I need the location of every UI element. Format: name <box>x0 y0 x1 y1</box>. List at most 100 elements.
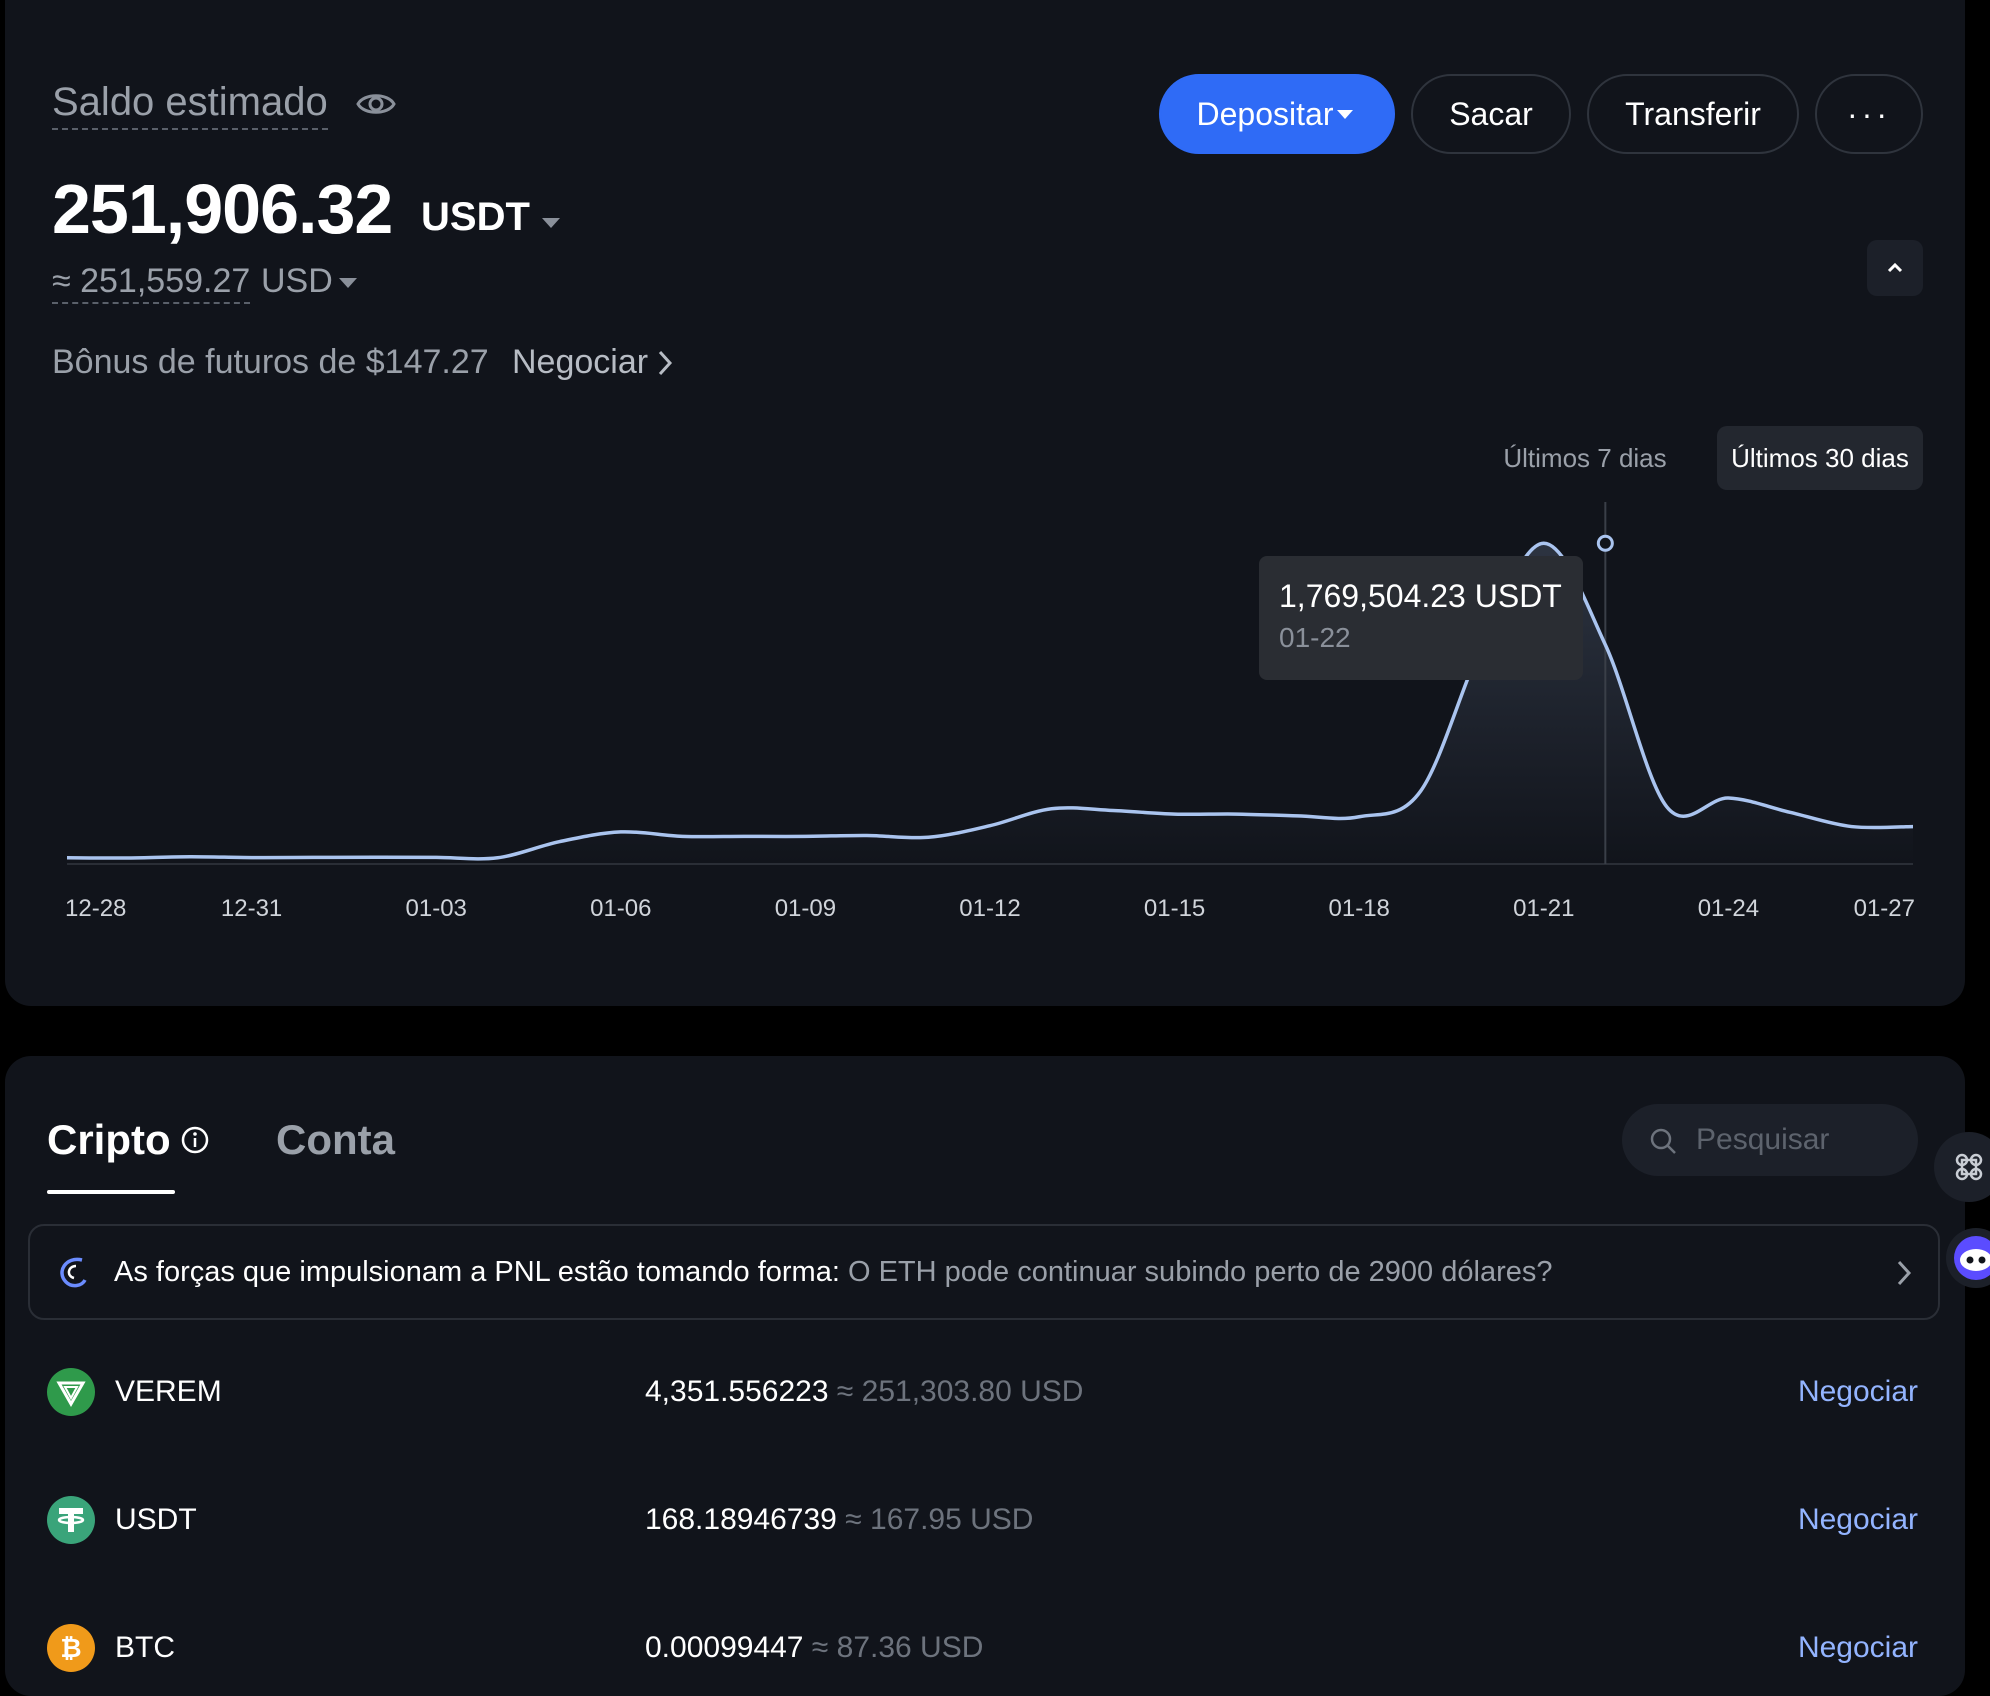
futures-bonus-text: Bônus de futuros de $147.27 <box>52 343 489 381</box>
search-box[interactable]: Pesquisar <box>1622 1104 1918 1176</box>
asset-row[interactable]: ₿ BTC 0.00099447 ≈ 87.36 USD Negociar <box>47 1618 1918 1678</box>
search-icon <box>1650 1128 1676 1154</box>
svg-text:₿: ₿ <box>60 1633 81 1663</box>
asset-name: VEREM <box>115 1375 222 1408</box>
data-point-01-11[interactable] <box>922 831 934 843</box>
news-headline: As forças que impulsionam a PNL estão to… <box>114 1256 840 1288</box>
chevron-down-icon[interactable] <box>339 278 357 288</box>
tether-icon <box>47 1496 95 1544</box>
data-point-01-21[interactable] <box>1538 537 1550 549</box>
range-30-days-tab[interactable]: Últimos 30 dias <box>1717 426 1923 490</box>
data-point-01-07[interactable] <box>676 830 688 842</box>
balance-chart[interactable]: 12-28 12-31 01-03 01-06 01-09 01-12 01-15 01-18… <box>5 500 1965 960</box>
x-tick-label: 01-18 <box>1329 895 1390 922</box>
trade-link[interactable]: Negociar <box>1797 1503 1918 1536</box>
assistant-bot-icon <box>1954 1236 1990 1280</box>
data-point-01-24[interactable] <box>1722 792 1734 804</box>
command-icon <box>1955 1153 1983 1181</box>
news-banner-text: As forças que impulsionam a PNL estão to… <box>114 1252 1553 1292</box>
data-point-12-29[interactable] <box>123 852 135 864</box>
data-point-01-16[interactable] <box>1230 808 1242 820</box>
verem-icon <box>47 1368 95 1416</box>
data-point-01-05[interactable] <box>553 836 565 848</box>
data-point-01-25[interactable] <box>1784 806 1796 818</box>
x-tick-label: 01-09 <box>775 895 836 922</box>
eye-icon[interactable] <box>355 86 397 122</box>
data-point-01-06[interactable] <box>615 826 627 838</box>
balance-line <box>66 541 1914 861</box>
chevron-down-icon[interactable] <box>542 218 560 228</box>
data-point-12-28[interactable] <box>61 852 73 864</box>
bitcoin-icon: ₿ <box>47 1624 95 1672</box>
news-swirl-icon <box>60 1257 87 1288</box>
data-point-01-08[interactable] <box>738 830 750 842</box>
balance-value: 251,906.32 <box>52 170 393 248</box>
search-input[interactable]: Pesquisar <box>1696 1123 1830 1156</box>
data-point-01-19[interactable] <box>1415 785 1427 797</box>
data-point-01-26[interactable] <box>1845 821 1857 833</box>
data-point-01-14[interactable] <box>1107 805 1119 817</box>
data-point-01-18[interactable] <box>1353 811 1365 823</box>
news-banner[interactable]: As forças que impulsionam a PNL estão to… <box>28 1224 1940 1320</box>
info-icon[interactable] <box>180 1125 210 1155</box>
tab-crypto[interactable]: Cripto <box>47 1116 171 1163</box>
x-tick-label: 01-24 <box>1698 895 1759 922</box>
balance-area <box>67 543 1913 864</box>
withdraw-button[interactable]: Sacar <box>1411 74 1571 154</box>
chevron-right-icon <box>1897 1260 1912 1286</box>
deposit-button[interactable]: Depositar <box>1159 74 1395 154</box>
data-point-01-15[interactable] <box>1169 808 1181 820</box>
transfer-button[interactable]: Transferir <box>1587 74 1799 154</box>
tooltip-value: 1,769,504.23 USDT <box>1279 578 1562 614</box>
asset-name: BTC <box>115 1631 175 1664</box>
chevron-right-icon[interactable] <box>655 348 675 378</box>
active-tab-indicator <box>47 1190 175 1194</box>
highlight-point[interactable] <box>1596 534 1614 552</box>
range-7-days-tab[interactable]: Últimos 7 dias <box>1503 443 1667 473</box>
data-point-12-31[interactable] <box>246 852 258 864</box>
asset-amount: 0.00099447 ≈ 87.36 USD <box>645 1631 984 1664</box>
x-tick-label: 01-15 <box>1144 895 1205 922</box>
x-tick-label: 01-06 <box>590 895 651 922</box>
data-point-01-22[interactable] <box>1599 639 1611 651</box>
data-point-01-17[interactable] <box>1292 810 1304 822</box>
trade-link[interactable]: Negociar <box>1797 1631 1918 1664</box>
asset-amount: 168.18946739 ≈ 167.95 USD <box>645 1503 1034 1536</box>
data-point-01-01[interactable] <box>307 851 319 863</box>
data-point-01-02[interactable] <box>369 851 381 863</box>
chart-tooltip: 1,769,504.23 USDT 01-22 <box>1259 556 1583 680</box>
chevron-up-icon <box>1887 262 1903 273</box>
asset-amount: 4,351.556223 ≈ 251,303.80 USD <box>645 1375 1084 1408</box>
data-point-01-04[interactable] <box>492 852 504 864</box>
apps-shortcut-button[interactable] <box>1934 1132 1990 1202</box>
data-point-01-12[interactable] <box>984 820 996 832</box>
data-point-01-10[interactable] <box>861 829 873 841</box>
asset-row[interactable]: USDT 168.18946739 ≈ 167.95 USD Negociar <box>47 1490 1918 1550</box>
trade-link[interactable]: Negociar <box>1797 1375 1918 1408</box>
x-tick-label: 12-28 <box>65 895 126 922</box>
x-tick-label: 12-31 <box>221 895 282 922</box>
approx-usd-value: ≈ 251,559.27 <box>52 260 251 304</box>
data-point-01-23[interactable] <box>1661 801 1673 813</box>
more-options-button[interactable]: ··· <box>1815 74 1923 154</box>
caret-down-icon <box>1337 110 1353 119</box>
tooltip-date: 01-22 <box>1279 622 1351 653</box>
asset-name: USDT <box>115 1503 197 1536</box>
data-point-01-27[interactable] <box>1907 821 1919 833</box>
data-point-12-30[interactable] <box>184 851 196 863</box>
assistant-button[interactable] <box>1946 1228 1990 1288</box>
balance-card: Saldo estimado 251,906.32 USDT ≈ 251,559… <box>5 0 1965 1006</box>
data-point-01-09[interactable] <box>799 830 811 842</box>
balance-currency-selector[interactable]: USDT <box>421 195 530 239</box>
x-tick-label: 01-12 <box>959 895 1020 922</box>
tab-account[interactable]: Conta <box>276 1116 395 1163</box>
asset-row[interactable]: VEREM 4,351.556223 ≈ 251,303.80 USD Nego… <box>47 1362 1918 1422</box>
bonus-trade-link[interactable]: Negociar <box>512 343 649 381</box>
approx-currency-selector[interactable]: USD <box>261 262 333 300</box>
collapse-button[interactable] <box>1867 240 1923 296</box>
estimated-balance-label[interactable]: Saldo estimado <box>52 78 328 130</box>
x-tick-label: 01-27 <box>1854 895 1915 922</box>
data-point-01-03[interactable] <box>430 851 442 863</box>
x-tick-label: 01-03 <box>406 895 467 922</box>
data-point-01-13[interactable] <box>1046 803 1058 815</box>
